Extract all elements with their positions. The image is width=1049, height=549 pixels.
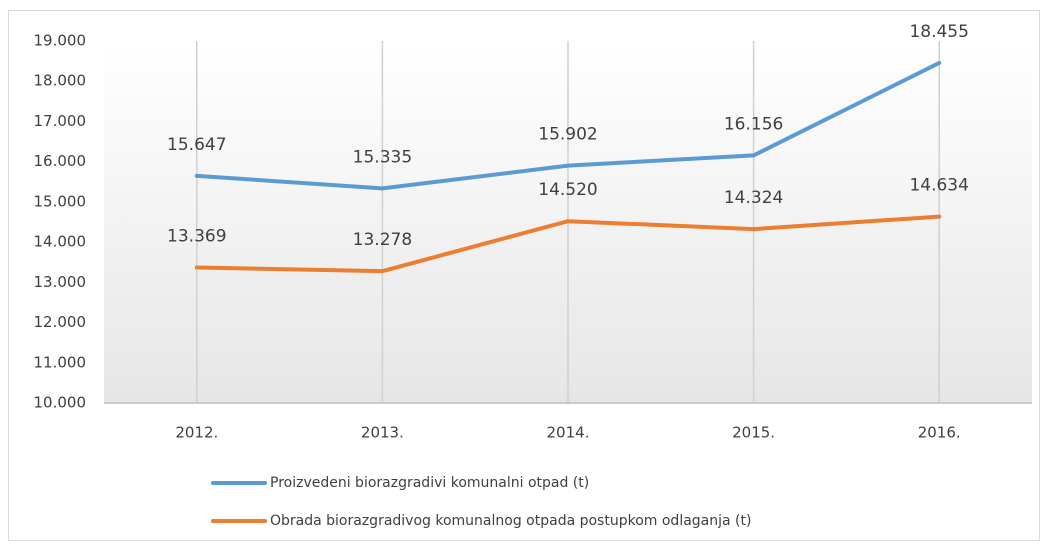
y-tick-label: 12.000 xyxy=(34,313,87,331)
data-label: 15.647 xyxy=(167,135,226,155)
x-tick-label: 2012. xyxy=(175,424,218,442)
data-label: 14.520 xyxy=(538,180,597,200)
data-label: 13.278 xyxy=(353,230,412,250)
y-tick-label: 10.000 xyxy=(34,394,87,412)
y-tick-label: 16.000 xyxy=(34,152,87,170)
x-tick-label: 2014. xyxy=(547,424,590,442)
data-label: 16.156 xyxy=(724,114,783,134)
series-line xyxy=(194,60,942,191)
y-tick-label: 11.000 xyxy=(34,353,87,371)
y-tick-label: 17.000 xyxy=(34,112,87,130)
data-label: 15.902 xyxy=(538,125,597,145)
legend-label: Proizvedeni biorazgradivi komunalni otpa… xyxy=(270,475,589,491)
series-line xyxy=(194,214,942,274)
y-tick-label: 18.000 xyxy=(34,72,87,90)
y-tick-label: 13.000 xyxy=(34,273,87,291)
x-tick-label: 2015. xyxy=(732,424,775,442)
y-tick-label: 14.000 xyxy=(34,233,87,251)
data-label: 14.634 xyxy=(909,176,968,196)
data-label: 14.324 xyxy=(724,188,783,208)
data-label: 15.335 xyxy=(353,147,412,167)
x-tick-label: 2016. xyxy=(918,424,961,442)
legend-label: Obrada biorazgradivog komunalnog otpada … xyxy=(270,513,751,529)
x-tick-label: 2013. xyxy=(361,424,404,442)
y-tick-label: 15.000 xyxy=(34,192,87,210)
y-tick-label: 19.000 xyxy=(34,32,87,50)
data-label: 18.455 xyxy=(909,22,968,42)
data-label: 13.369 xyxy=(167,226,226,246)
